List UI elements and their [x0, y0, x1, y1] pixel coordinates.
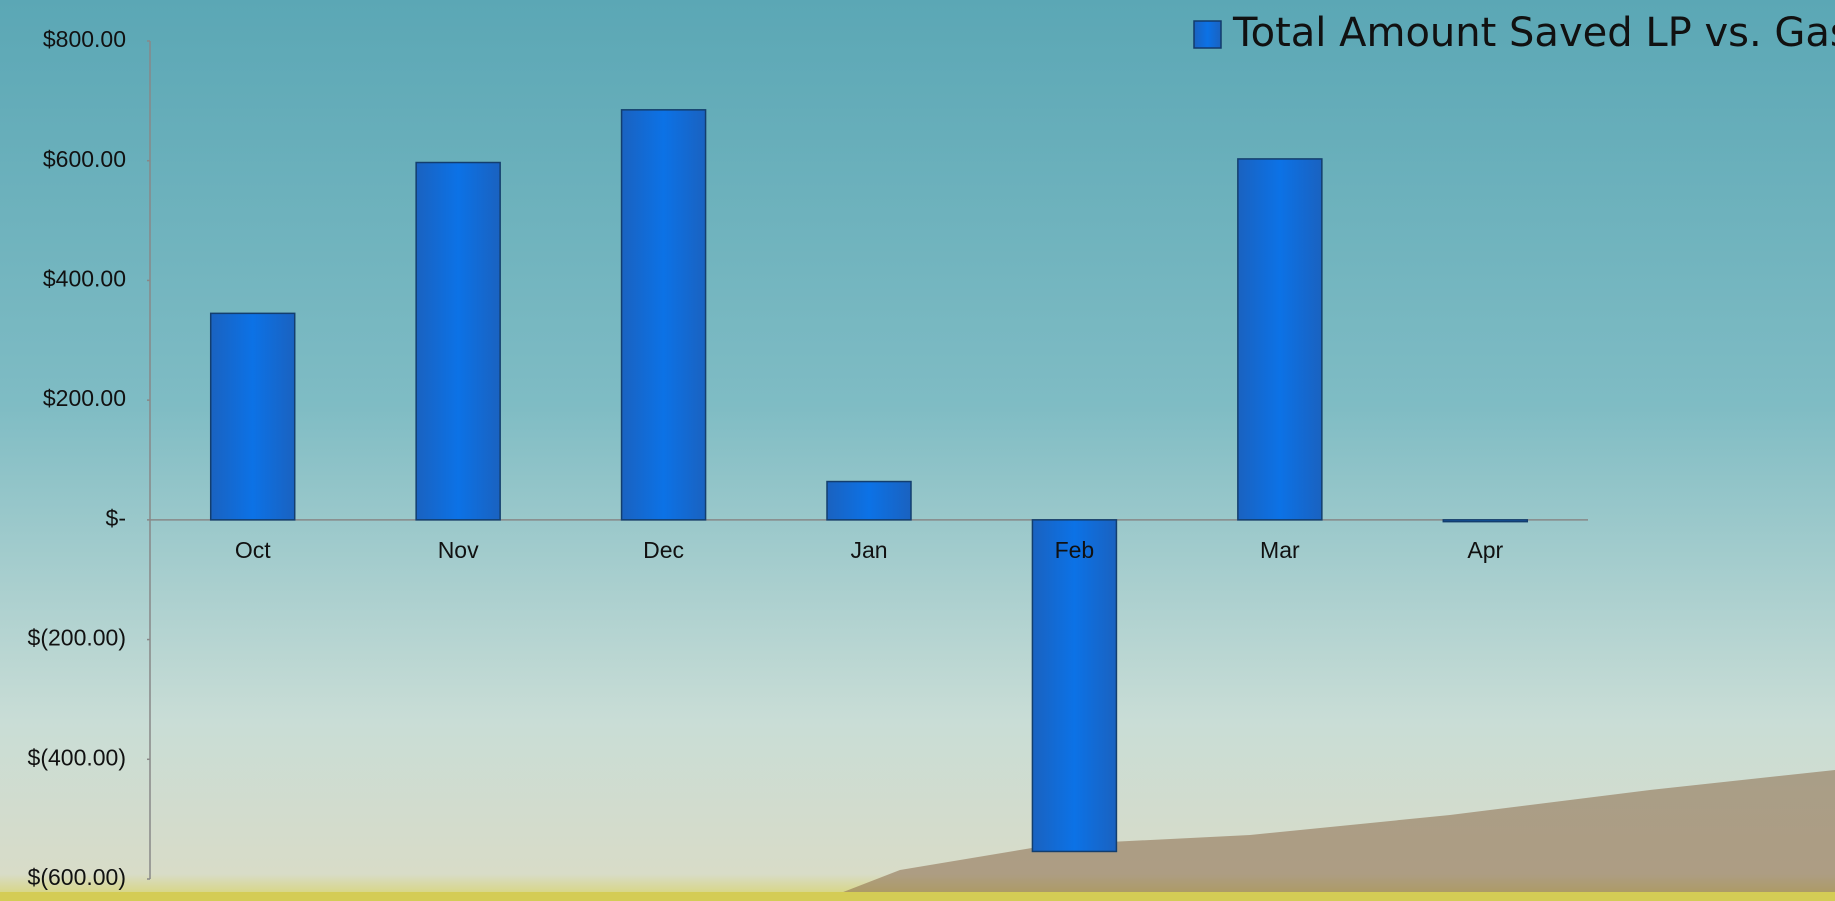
x-tick-label: Oct: [235, 537, 271, 563]
bar: [1442, 519, 1529, 523]
y-tick-label: $(200.00): [28, 625, 126, 651]
trees: [820, 770, 1835, 901]
bar: [1237, 158, 1323, 521]
legend: Total Amount Saved LP vs. Gas: [1193, 10, 1835, 56]
x-tick-label: Mar: [1260, 537, 1300, 563]
x-tick-label: Nov: [438, 537, 479, 563]
y-tick-label: $-: [106, 505, 126, 531]
legend-label: Total Amount Saved LP vs. Gas: [1232, 10, 1835, 56]
bar: [620, 109, 707, 521]
bar: [1031, 519, 1118, 853]
x-tick-label: Feb: [1055, 537, 1095, 563]
bar: [415, 161, 501, 521]
bar: [209, 312, 296, 521]
y-tick-label: $200.00: [43, 385, 126, 411]
y-tick-label: $800.00: [43, 26, 126, 52]
y-tick-label: $600.00: [43, 146, 126, 172]
y-tick-label: $400.00: [43, 266, 126, 292]
y-tick-label: $(400.00): [28, 744, 126, 770]
bar: [826, 480, 912, 521]
x-tick-label: Dec: [643, 537, 684, 563]
field: [0, 892, 1835, 901]
x-tick-label: Jan: [850, 537, 887, 563]
y-tick-label: $(600.00): [28, 864, 126, 890]
legend-swatch: [1193, 20, 1222, 49]
x-tick-label: Apr: [1467, 537, 1503, 563]
